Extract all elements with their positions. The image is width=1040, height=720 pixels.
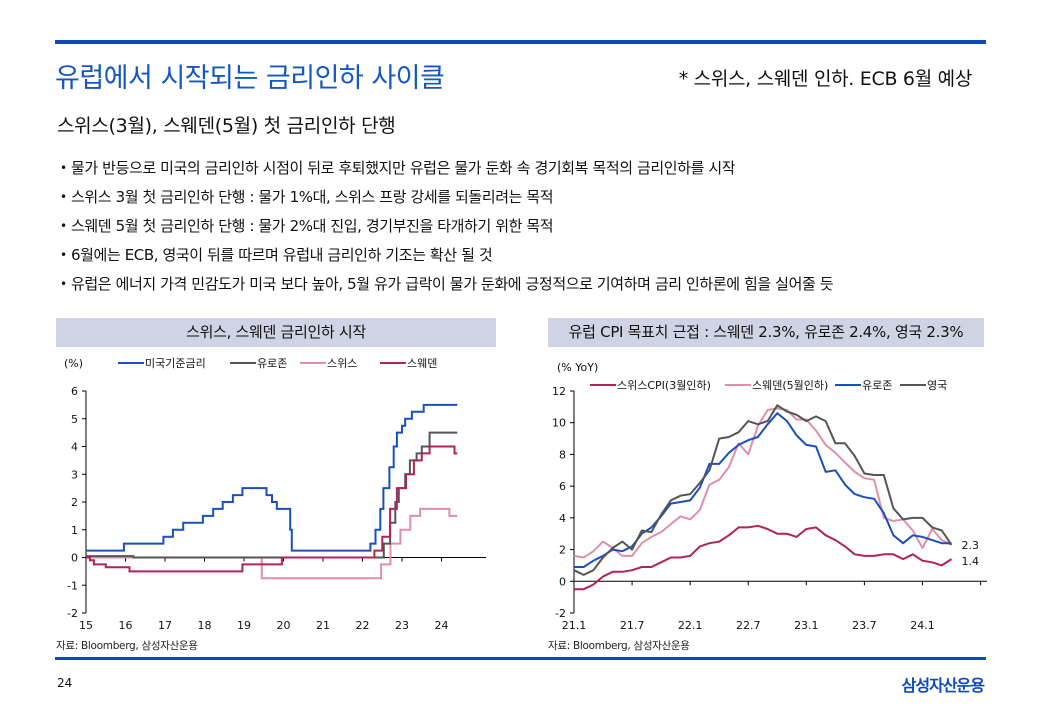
bullet-icon: • — [60, 248, 67, 262]
y-axis-unit: (% YoY) — [557, 361, 598, 374]
legend-label: 미국기준금리 — [145, 357, 206, 370]
x-tick-label: 20 — [277, 619, 291, 632]
y-tick-label: 3 — [71, 468, 78, 481]
series-line-2 — [86, 507, 458, 580]
x-tick-label: 23 — [395, 619, 409, 632]
x-tick-label: 21.7 — [620, 619, 645, 632]
end-label: 1.4 — [962, 555, 980, 568]
bullet-item: • 물가 반등으로 미국의 금리인하 시점이 뒤로 후퇴했지만 유럽은 물가 둔화… — [60, 156, 833, 185]
y-axis-unit: (%) — [64, 357, 83, 370]
y-tick-label: 6 — [559, 480, 566, 493]
y-tick-label: 5 — [71, 413, 78, 426]
legend-label: 영국 — [927, 379, 947, 392]
y-tick-label: 2 — [559, 544, 566, 557]
bullet-icon: • — [60, 277, 67, 291]
left-chart-source: 자료: Bloomberg, 삼성자산운용 — [56, 640, 198, 652]
top-divider — [55, 40, 986, 44]
legend-label: 유로존 — [257, 357, 287, 370]
bottom-divider — [55, 657, 986, 660]
legend-label: 스위스CPI(3월인하) — [617, 378, 711, 392]
x-tick-label: 19 — [237, 619, 251, 632]
bullet-item: • 스웨덴 5월 첫 금리인하 단행 : 물가 2%대 진입, 경기부진을 타개하… — [60, 214, 833, 243]
y-tick-label: 8 — [559, 448, 566, 461]
left-chart-title: 스위스, 스웨덴 금리인하 시작 — [56, 318, 496, 347]
x-tick-label: 22 — [356, 619, 370, 632]
bullet-icon: • — [60, 161, 67, 175]
company-logo: 삼성자산운용 — [901, 676, 985, 695]
x-tick-label: 24.1 — [910, 619, 935, 632]
right-chart-source: 자료: Bloomberg, 삼성자산운용 — [548, 640, 690, 652]
y-tick-label: 4 — [559, 512, 566, 525]
legend-label: 유로존 — [862, 379, 892, 392]
series-line-1 — [573, 407, 952, 559]
x-tick-label: 24 — [435, 619, 449, 632]
x-tick-label: 23.1 — [794, 619, 819, 632]
cpi-chart: -2 0 2 4 6 8 10 12 21.1 21.7 22.1 22.7 23.1 23.7 24.1 (… — [552, 361, 987, 632]
bullet-item: • 스위스 3월 첫 금리인하 단행 : 물가 1%대, 스위스 프랑 강세를 되… — [60, 185, 833, 214]
x-tick-label: 23.7 — [852, 619, 877, 632]
y-tick-label: 0 — [71, 552, 78, 565]
y-tick-label: 10 — [552, 417, 566, 430]
header-note: * 스위스, 스웨덴 인하. ECB 6월 예상 — [678, 68, 973, 90]
bullet-icon: • — [60, 190, 67, 204]
x-tick-label: 21.1 — [562, 619, 587, 632]
page-number: 24 — [57, 676, 73, 690]
x-tick-label: 22.7 — [736, 619, 761, 632]
page-subtitle: 스위스(3월), 스웨덴(5월) 첫 금리인하 단행 — [57, 115, 396, 137]
x-tick-label: 18 — [198, 619, 212, 632]
right-chart-title: 유럽 CPI 목표치 근접 : 스웨덴 2.3%, 유로존 2.4%, 영국 2… — [548, 318, 984, 347]
y-tick-label: 4 — [71, 441, 78, 454]
bullet-item: • 6월에는 ECB, 영국이 뒤를 따르며 유럽내 금리인하 기조는 확산 될 … — [60, 243, 833, 272]
y-tick-label: 6 — [71, 385, 78, 398]
y-tick-label: 1 — [71, 524, 78, 537]
y-tick-label: -1 — [67, 579, 78, 592]
y-tick-label: 0 — [559, 575, 566, 588]
y-tick-label: -2 — [67, 607, 78, 620]
legend-label: 스웨덴 — [407, 357, 437, 370]
x-tick-label: 22.1 — [678, 619, 703, 632]
bullet-list: • 물가 반등으로 미국의 금리인하 시점이 뒤로 후퇴했지만 유럽은 물가 둔화… — [60, 156, 834, 301]
end-label: 2.3 — [962, 539, 980, 552]
series-line-0 — [86, 403, 458, 552]
x-tick-label: 15 — [79, 619, 93, 632]
legend-label: 스위스 — [327, 357, 357, 370]
x-tick-label: 17 — [158, 619, 172, 632]
series-line-3 — [573, 404, 953, 576]
legend-label: 스웨덴(5월인하) — [752, 378, 828, 392]
x-tick-label: 16 — [119, 619, 133, 632]
series-line-0 — [574, 524, 953, 591]
y-tick-label: -2 — [555, 607, 566, 620]
series-line-3 — [86, 445, 458, 573]
bullet-item: • 유럽은 에너지 가격 민감도가 미국 보다 높아, 5월 유가 급락이 물가 … — [60, 272, 834, 301]
series-line-2 — [574, 412, 952, 568]
bullet-icon: • — [60, 219, 67, 233]
x-tick-label: 21 — [316, 619, 330, 632]
page-title: 유럽에서 시작되는 금리인하 사이클 — [55, 63, 445, 94]
y-tick-label: 2 — [71, 496, 78, 509]
y-tick-label: 12 — [552, 385, 566, 398]
